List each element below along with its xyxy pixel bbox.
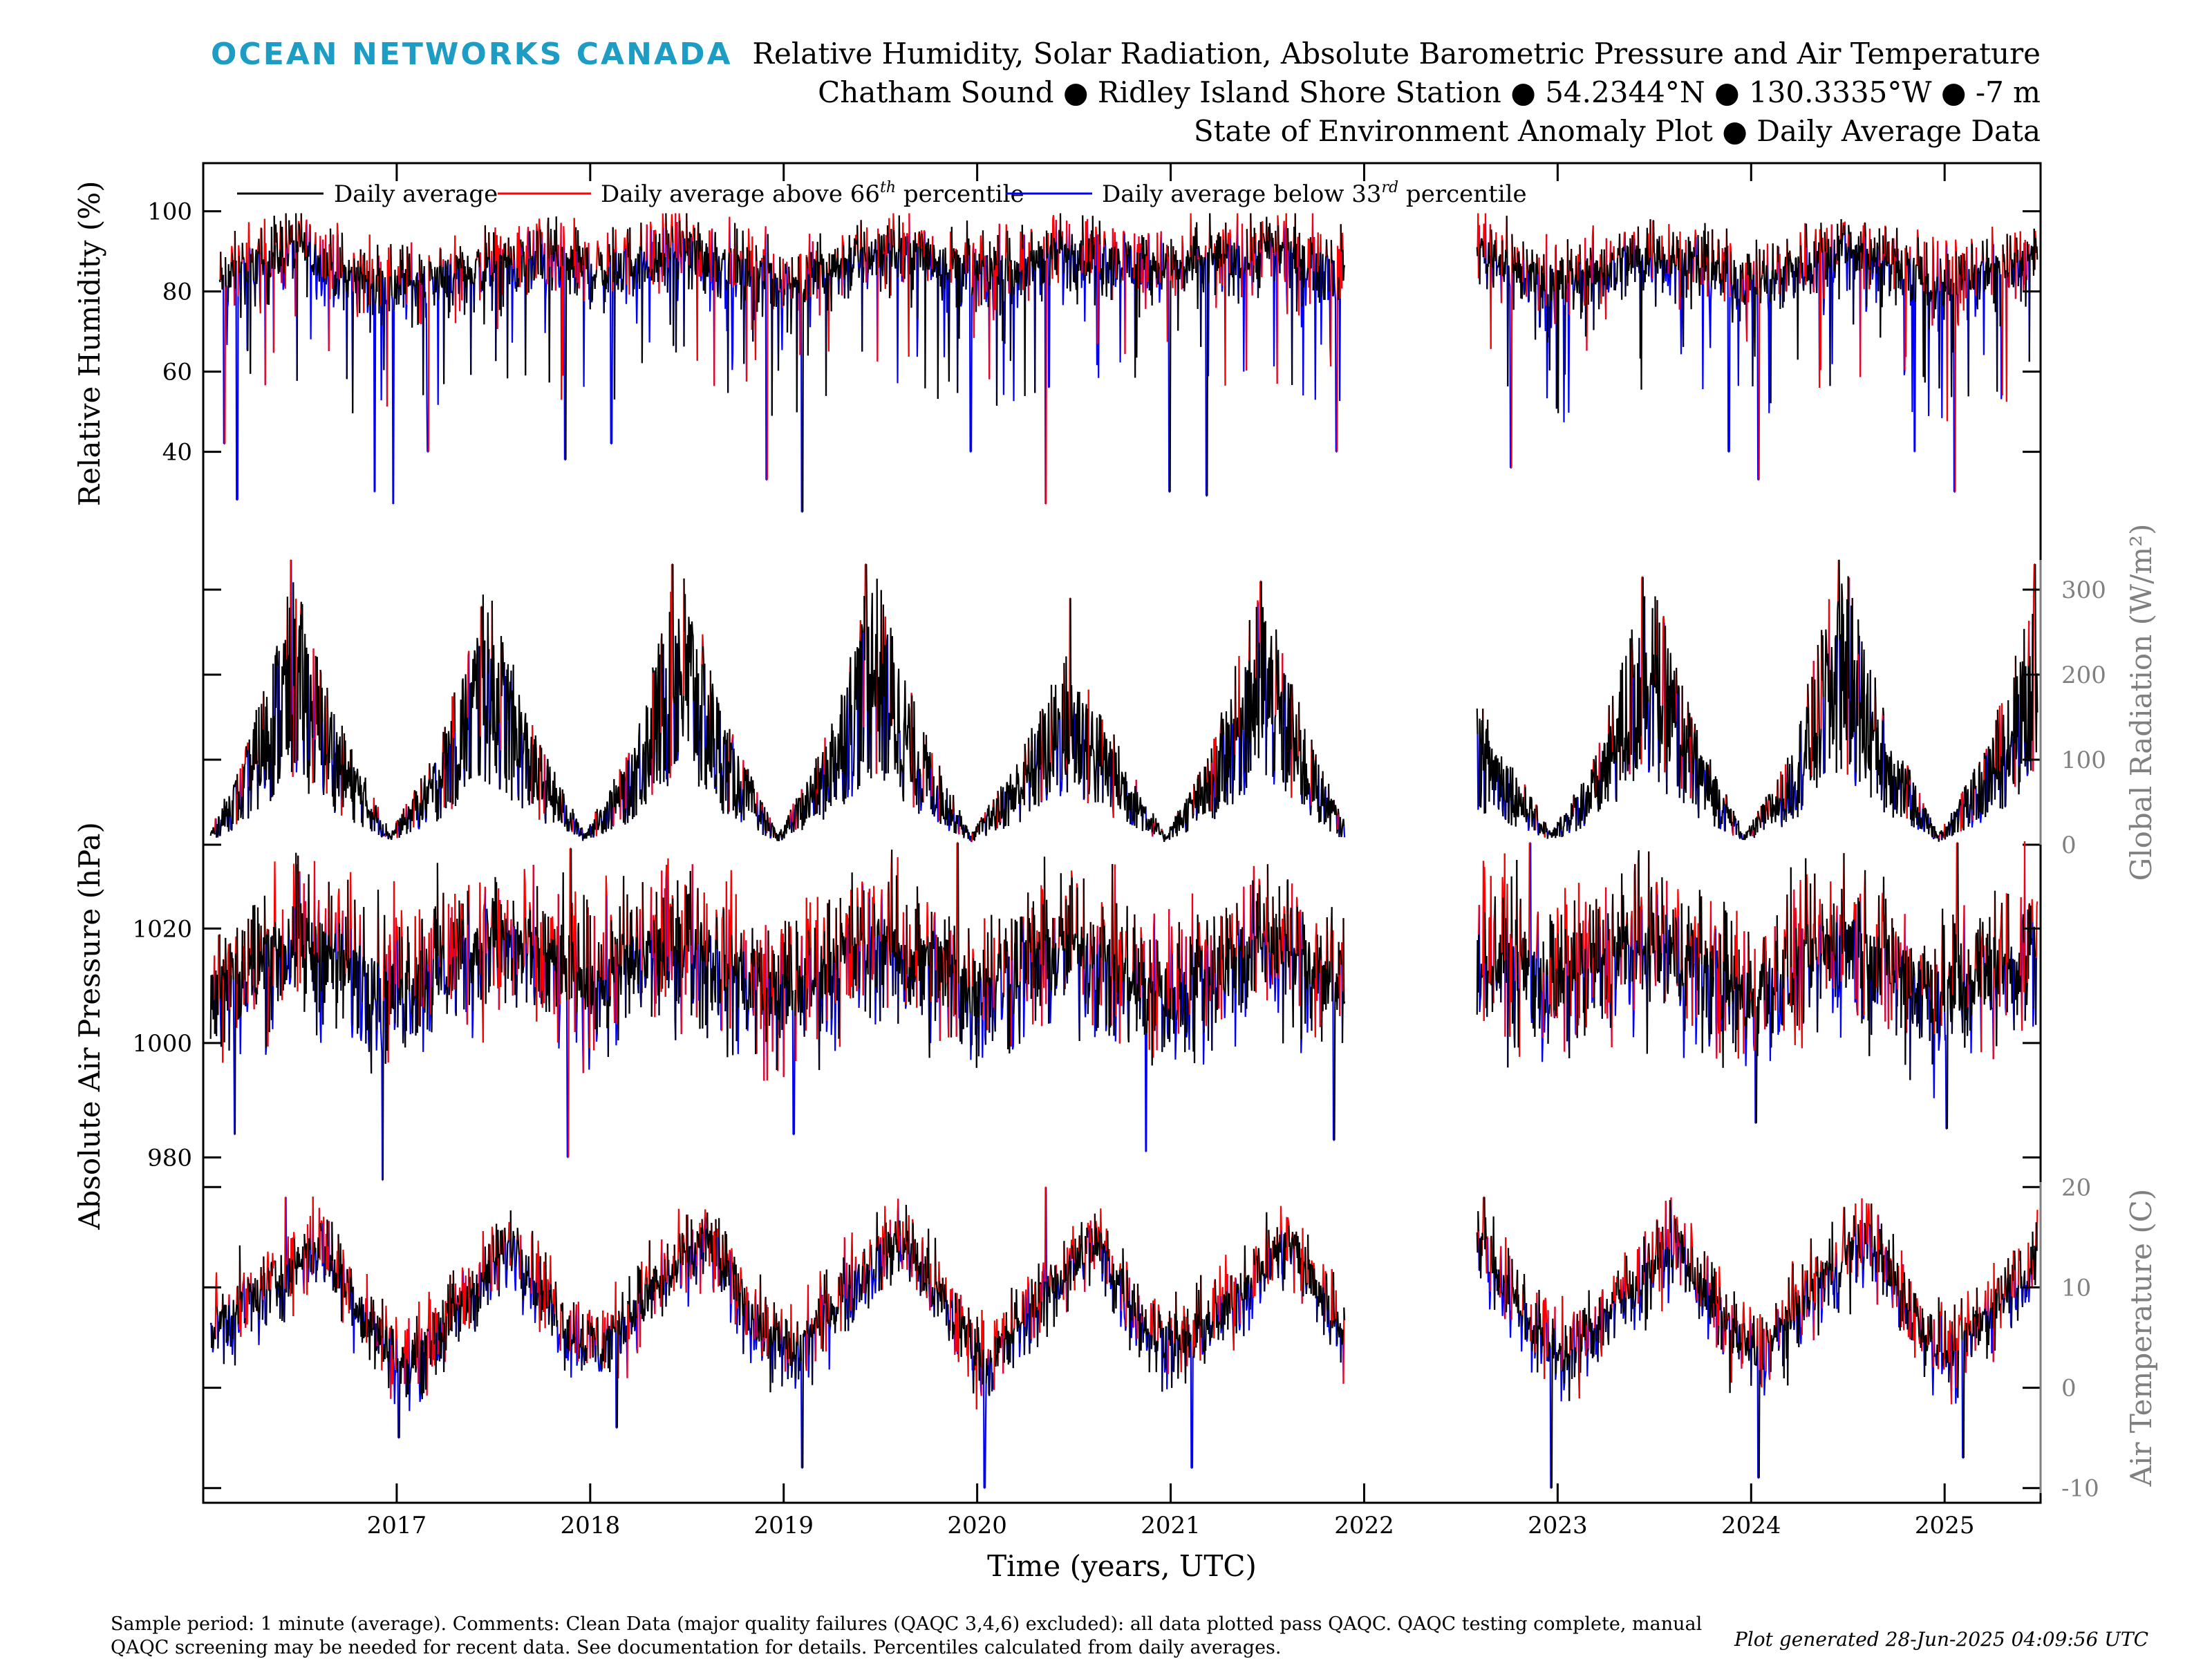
x-tick-label: 2023	[1528, 1512, 1588, 1539]
temperature-ytick-label: 20	[2061, 1174, 2091, 1201]
legend-below-prefix: Daily average below 33	[1102, 180, 1382, 208]
x-axis: 2017 2018 2019 2020 2021 2022 2023 2024 2025	[367, 163, 1975, 1539]
panel-radiation: 0 100 200 300 Global Radiation (W/m²)	[203, 524, 2158, 881]
panel-humidity: 40 60 80 100 Relative Humidity (%)	[73, 180, 2041, 513]
radiation-ytick-label: 200	[2061, 662, 2106, 689]
legend-label-below: Daily average below 33rd percentile	[1102, 179, 1527, 208]
pressure-ytick-label: 980	[147, 1144, 192, 1172]
temperature-y-axis-label: Air Temperature (C)	[2124, 1189, 2158, 1488]
x-tick-label: 2018	[561, 1512, 621, 1539]
temperature-ytick-label: 10	[2061, 1274, 2091, 1302]
temperature-ytick-label: 0	[2061, 1375, 2077, 1403]
humidity-ytick-label: 40	[162, 439, 192, 467]
x-tick-label: 2025	[1915, 1512, 1975, 1539]
chart-title-line3: State of Environment Anomaly Plot ● Dail…	[1194, 114, 2041, 148]
pressure-series-daily-average	[209, 843, 2037, 1181]
x-tick-label: 2019	[753, 1512, 814, 1539]
legend-label-above: Daily average above 66th percentile	[601, 179, 1024, 208]
logo-text: OCEAN NETWORKS CANADA	[211, 37, 733, 72]
pressure-series-below-33rd	[214, 841, 2037, 1181]
legend-below-sup: rd	[1382, 179, 1399, 196]
legend-above-prefix: Daily average above 66	[601, 180, 880, 208]
humidity-y-axis-label: Relative Humidity (%)	[73, 180, 106, 506]
plot-generated-stamp: Plot generated 28-Jun-2025 04:09:56 UTC	[1734, 1628, 2148, 1651]
x-tick-label: 2020	[947, 1512, 1007, 1539]
humidity-ytick-label: 100	[147, 198, 192, 226]
pressure-ytick-label: 1000	[132, 1030, 192, 1058]
radiation-y-axis-label: Global Radiation (W/m²)	[2124, 524, 2158, 881]
pressure-ytick-label: 1020	[132, 915, 192, 943]
legend-above-suffix: percentile	[896, 180, 1024, 208]
legend-below-suffix: percentile	[1398, 180, 1527, 208]
legend: Daily average Daily average above 66th p…	[237, 179, 1527, 208]
humidity-ytick-label: 80	[162, 279, 192, 306]
footer-comment-line2: QAQC screening may be needed for recent …	[111, 1637, 1282, 1658]
legend-label-average: Daily average	[334, 180, 498, 208]
panel-temperature: -10 0 10 20 Air Temperature (C)	[203, 1174, 2158, 1503]
humidity-series-daily-average	[218, 213, 2038, 512]
footer-comment-line1: Sample period: 1 minute (average). Comme…	[111, 1613, 1702, 1635]
radiation-ytick-label: 0	[2061, 832, 2077, 859]
radiation-ytick-label: 100	[2061, 747, 2106, 774]
x-tick-label: 2022	[1334, 1512, 1394, 1539]
x-tick-label: 2021	[1141, 1512, 1201, 1539]
x-tick-label: 2017	[367, 1512, 427, 1539]
legend-above-sup: th	[880, 179, 896, 196]
temperature-ytick-label: -10	[2061, 1475, 2099, 1503]
x-axis-label: Time (years, UTC)	[987, 1549, 1257, 1583]
radiation-series-daily-average	[209, 559, 2038, 842]
chart-title-line2: Chatham Sound ● Ridley Island Shore Stat…	[818, 75, 2041, 109]
temperature-series-daily-average	[209, 1197, 2038, 1488]
panel-pressure: 980 1000 1020 Absolute Air Pressure (hPa)	[73, 822, 2041, 1230]
pressure-y-axis-label: Absolute Air Pressure (hPa)	[73, 822, 106, 1230]
radiation-ytick-label: 300	[2061, 577, 2106, 604]
x-tick-label: 2024	[1721, 1512, 1781, 1539]
humidity-ytick-label: 60	[162, 359, 192, 386]
chart-title-line1: Relative Humidity, Solar Radiation, Abso…	[752, 37, 2041, 71]
